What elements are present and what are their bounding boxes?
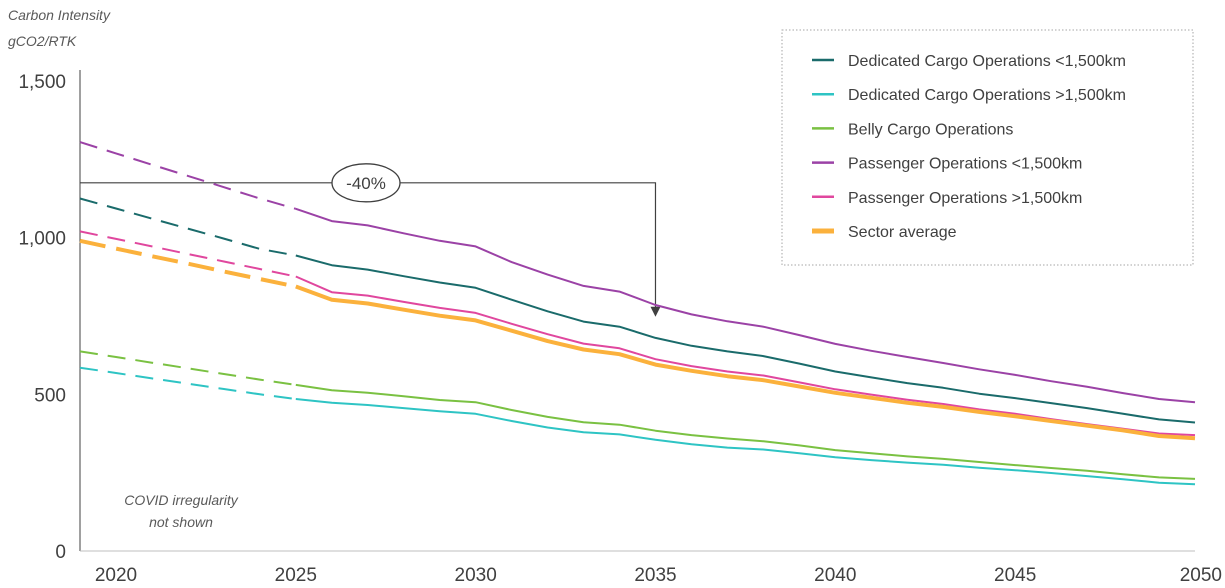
annotation-label: -40% <box>346 174 386 193</box>
series-line-projected <box>79 197 296 257</box>
annotation-ellipse <box>331 163 401 203</box>
x-tick-label: 2050 <box>1180 565 1222 586</box>
legend-label: Sector average <box>848 224 957 241</box>
legend-label: Passenger Operations <1,500km <box>848 156 1082 173</box>
covid-note-line1: COVID irregularity <box>124 492 239 508</box>
annotation-arrowhead <box>650 306 661 317</box>
legend-box <box>781 29 1194 266</box>
series-line <box>295 207 1196 404</box>
legend: Dedicated Cargo Operations <1,500km Dedic… <box>812 53 1126 241</box>
x-tick-label: 2025 <box>275 565 317 586</box>
x-tick-label: 2020 <box>95 565 137 586</box>
y-axis-label-line2: gCO2/RTK <box>8 33 77 49</box>
x-tick-label: 2035 <box>634 565 676 586</box>
x-tick-labels: 2020 2025 2030 2035 2040 2045 2050 <box>95 565 1222 586</box>
x-tick-label: 2030 <box>455 565 497 586</box>
series-layer <box>79 141 1196 486</box>
y-tick-label: 500 <box>34 385 66 406</box>
series-line-projected <box>79 238 297 289</box>
series-line <box>295 284 1196 441</box>
series-line <box>295 398 1196 486</box>
legend-label: Belly Cargo Operations <box>848 121 1013 138</box>
covid-note-line2: not shown <box>149 514 213 530</box>
y-tick-label: 0 <box>55 542 66 563</box>
series-line <box>295 254 1196 424</box>
series-line-projected <box>79 141 297 210</box>
legend-label: Dedicated Cargo Operations <1,500km <box>848 53 1126 70</box>
reduction-annotation: -40% <box>80 163 661 317</box>
y-axis-label-line1: Carbon Intensity <box>8 7 111 23</box>
series-line-projected <box>79 350 296 386</box>
y-tick-label: 1,000 <box>18 229 66 250</box>
series-line-projected <box>79 230 297 278</box>
y-tick-labels: 0 500 1,000 1,500 <box>18 72 66 563</box>
series-line <box>295 383 1196 480</box>
legend-label: Dedicated Cargo Operations >1,500km <box>848 87 1126 104</box>
x-tick-label: 2045 <box>994 565 1036 586</box>
legend-label: Passenger Operations >1,500km <box>848 190 1082 207</box>
series-line-projected <box>79 366 296 400</box>
y-tick-label: 1,500 <box>18 72 66 93</box>
x-tick-label: 2040 <box>814 565 856 586</box>
annotation-bracket-line <box>80 182 657 309</box>
